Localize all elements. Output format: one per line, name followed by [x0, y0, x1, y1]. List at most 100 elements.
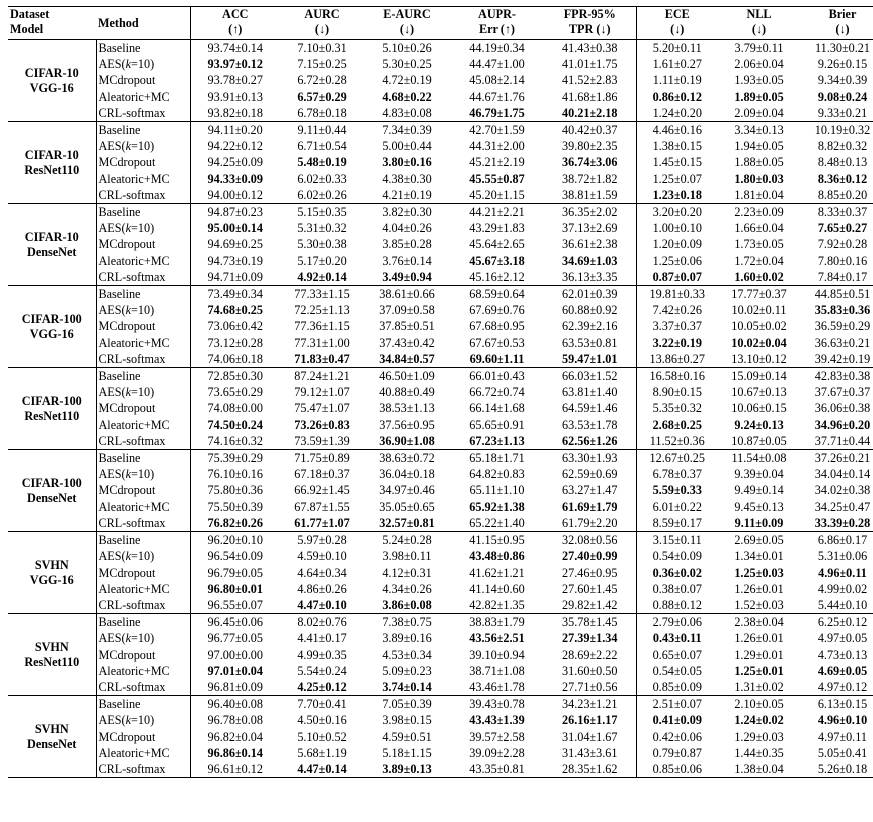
- method-name: AES(k=10): [98, 549, 155, 564]
- value-cell: 1.26±0.01: [718, 630, 800, 646]
- value: 75.39±0.29: [207, 451, 263, 466]
- best-value: 3.86±0.08: [382, 597, 432, 612]
- value-cell: 7.80±0.16: [800, 253, 873, 269]
- dataset-model-cell: SVHN ResNet110: [8, 614, 96, 696]
- method-cell: Aleatoric+MC: [95, 252, 191, 269]
- value: 36.35±2.02: [562, 205, 618, 220]
- value-cell: 43.43±1.39: [450, 712, 544, 728]
- value: 97.00±0.00: [207, 647, 263, 662]
- value-cell: 2.68±0.25: [636, 417, 718, 433]
- method-name: Baseline: [98, 369, 141, 384]
- model-name: ResNet110: [24, 408, 80, 423]
- best-value: 7.65±0.27: [817, 221, 868, 236]
- value: 4.97±0.05: [817, 631, 868, 646]
- value: 61.79±2.20: [562, 515, 618, 530]
- value-cell: 4.53±0.34: [364, 647, 450, 663]
- best-value: 76.82±0.26: [207, 515, 263, 530]
- value-cell: 37.13±2.69: [544, 220, 637, 237]
- value: 4.53±0.34: [382, 647, 432, 662]
- dataset-name: CIFAR-10: [24, 147, 79, 162]
- best-value: 69.60±1.11: [469, 351, 525, 366]
- value-cell: 34.04±0.14: [800, 466, 873, 482]
- value: 1.11±0.19: [652, 73, 702, 88]
- value-cell: 3.98±0.15: [364, 712, 450, 728]
- value-cell: 38.53±1.13: [364, 400, 450, 416]
- value: 3.98±0.11: [382, 549, 432, 564]
- value-cell: 6.02±0.26: [280, 187, 364, 204]
- value-cell: 67.87±1.55: [280, 499, 364, 515]
- value: 27.71±0.56: [562, 679, 618, 694]
- table-row: Aleatoric+MC 94.73±0.19 5.17±0.20 3.76±0.14…: [8, 252, 873, 269]
- value-cell: 93.82±0.18: [190, 105, 280, 122]
- value-cell: 38.83±1.79: [450, 614, 544, 631]
- value: 31.04±1.67: [562, 729, 618, 744]
- best-value: 9.24±0.13: [734, 417, 784, 432]
- value: 96.61±0.12: [207, 761, 263, 776]
- value: 5.17±0.20: [297, 253, 347, 268]
- value-cell: 6.02±0.33: [280, 171, 364, 187]
- value-cell: 37.71±0.44: [800, 433, 873, 450]
- method-name: AES(k=10): [98, 385, 155, 400]
- value-cell: 1.89±0.05: [718, 89, 800, 105]
- best-value: 96.80±0.01: [207, 581, 263, 596]
- value: 67.87±1.55: [294, 499, 350, 514]
- value-cell: 96.61±0.12: [190, 761, 280, 778]
- header-nll-label: NLL: [746, 7, 772, 21]
- header-eaurc-direction: (↓): [399, 22, 415, 36]
- value-cell: 1.00±0.10: [636, 220, 718, 236]
- value: 1.93±0.05: [734, 73, 784, 88]
- value-cell: 94.71±0.09: [190, 269, 280, 286]
- value-cell: 94.33±0.09: [190, 171, 280, 187]
- value-cell: 4.47±0.10: [280, 597, 364, 614]
- method-name: MCdropout: [98, 73, 156, 88]
- value: 4.21±0.19: [382, 187, 432, 202]
- best-value: 9.08±0.24: [817, 89, 868, 104]
- value: 5.24±0.28: [382, 533, 432, 548]
- best-value: 1.25±0.03: [734, 565, 784, 580]
- value: 3.34±0.13: [734, 123, 784, 138]
- value-cell: 43.56±2.51: [450, 630, 544, 646]
- table-row: CIFAR-100 DenseNet Baseline 75.39±0.29 71.75…: [8, 449, 873, 505]
- value: 77.36±1.15: [294, 319, 350, 334]
- table-row: CIFAR-10 VGG-16 Baseline 93.74±0.14 7.10±0.3…: [8, 39, 873, 95]
- value: 6.01±0.22: [652, 499, 702, 514]
- value-cell: 34.84±0.57: [364, 351, 450, 368]
- header-nll: NLL (↓): [718, 7, 800, 40]
- value-cell: 0.41±0.09: [636, 712, 718, 728]
- value-cell: 35.05±0.65: [364, 499, 450, 515]
- value-cell: 1.60±0.02: [718, 269, 800, 286]
- value-cell: 4.69±0.05: [800, 663, 873, 679]
- best-value: 10.02±0.04: [731, 335, 787, 350]
- value: 39.43±0.78: [469, 697, 525, 712]
- best-value: 27.40±0.99: [562, 549, 618, 564]
- value-cell: 93.97±0.12: [190, 56, 280, 72]
- value: 9.45±0.13: [734, 499, 784, 514]
- value-cell: 39.09±2.28: [450, 745, 544, 761]
- value: 1.26±0.01: [734, 581, 784, 596]
- value-cell: 94.00±0.12: [190, 187, 280, 204]
- value: 93.82±0.18: [207, 105, 263, 120]
- value-cell: 43.46±1.78: [450, 679, 544, 696]
- value-cell: 63.27±1.47: [544, 482, 637, 499]
- value-cell: 45.08±2.14: [450, 72, 544, 88]
- value: 41.15±0.95: [469, 533, 525, 548]
- value-cell: 97.00±0.00: [190, 647, 280, 663]
- value-cell: 5.54±0.24: [280, 663, 364, 679]
- value: 2.38±0.04: [734, 615, 784, 630]
- value: 64.82±0.83: [469, 467, 525, 482]
- value: 9.26±0.15: [817, 57, 868, 72]
- value: 44.47±1.00: [469, 57, 525, 72]
- value-cell: 11.54±0.08: [718, 450, 800, 467]
- method-cell: Baseline: [95, 531, 191, 549]
- best-value: 34.84±0.57: [379, 351, 435, 366]
- value-cell: 5.05±0.41: [800, 745, 873, 761]
- value-cell: 5.00±0.44: [364, 138, 450, 154]
- value: 1.00±0.10: [652, 221, 702, 236]
- table-group: CIFAR-100 DenseNet Baseline 75.39±0.29 71.75…: [8, 449, 873, 532]
- value-cell: 63.53±0.81: [544, 334, 637, 351]
- value: 1.38±0.15: [652, 139, 702, 154]
- value: 37.85±0.51: [379, 319, 435, 334]
- value-cell: 3.15±0.11: [636, 532, 718, 549]
- value: 0.65±0.07: [652, 647, 702, 662]
- value: 10.05±0.02: [731, 319, 787, 334]
